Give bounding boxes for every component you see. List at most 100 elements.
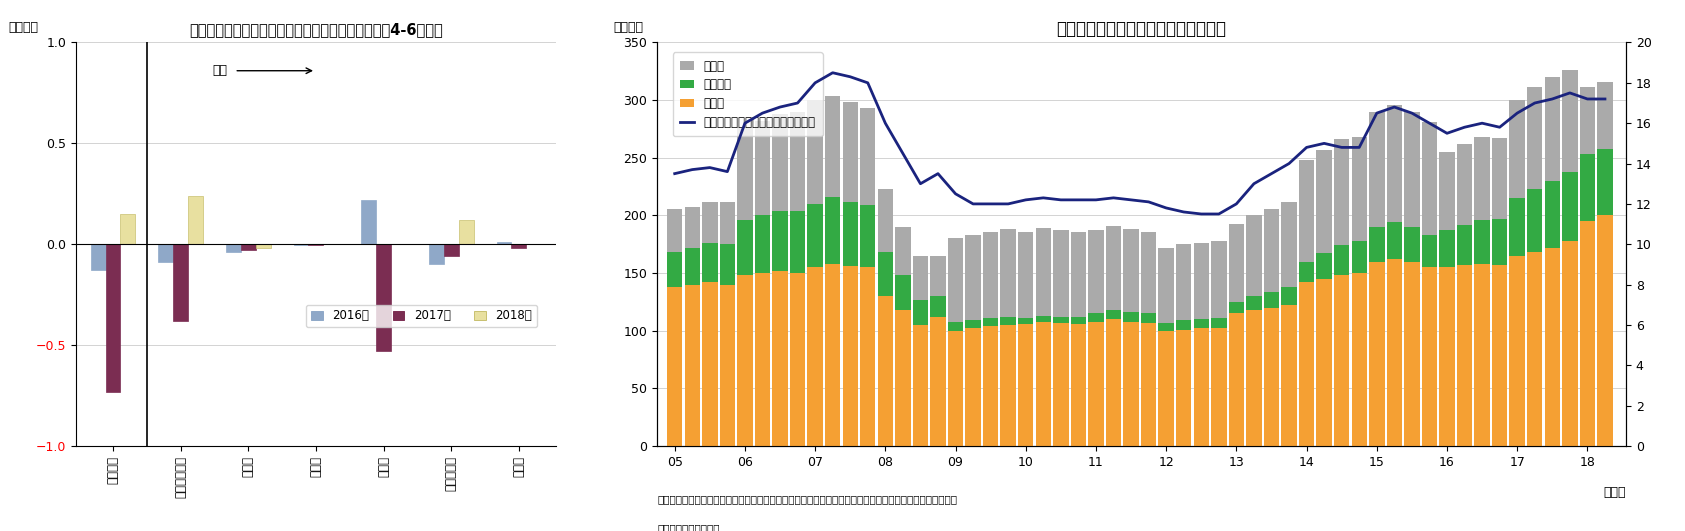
- Bar: [226, 244, 241, 252]
- Bar: [1404, 112, 1419, 227]
- Bar: [930, 317, 945, 446]
- Title: （図表８）株式・出資金・投信除く証券のフロー（4-6月期）: （図表８）株式・出資金・投信除く証券のフロー（4-6月期）: [189, 22, 443, 37]
- Bar: [1247, 310, 1262, 446]
- Bar: [667, 209, 682, 252]
- Bar: [1036, 228, 1051, 316]
- Bar: [1545, 181, 1560, 248]
- Bar: [842, 102, 858, 202]
- Bar: [158, 244, 174, 262]
- Bar: [1176, 320, 1191, 330]
- Bar: [361, 200, 376, 244]
- Bar: [1387, 259, 1402, 446]
- Bar: [256, 244, 271, 249]
- 個人金融資産に占める割合（右軸）: [1244, 181, 1264, 187]
- Bar: [458, 220, 473, 244]
- Bar: [189, 196, 202, 244]
- Bar: [1562, 70, 1577, 172]
- Bar: [1036, 321, 1051, 446]
- Bar: [1070, 324, 1087, 446]
- Bar: [667, 287, 682, 446]
- Bar: [1070, 232, 1087, 317]
- Bar: [1316, 150, 1331, 253]
- Bar: [1368, 112, 1385, 227]
- Bar: [684, 208, 699, 248]
- Bar: [1105, 310, 1121, 319]
- Bar: [1335, 276, 1350, 446]
- Bar: [1018, 318, 1033, 324]
- Bar: [790, 273, 805, 446]
- Bar: [1335, 245, 1350, 276]
- Bar: [1001, 317, 1016, 325]
- Bar: [1212, 318, 1227, 329]
- Bar: [1228, 224, 1244, 302]
- Bar: [1597, 82, 1613, 149]
- Bar: [1387, 105, 1402, 222]
- Bar: [1193, 329, 1208, 446]
- Bar: [1018, 324, 1033, 446]
- Bar: [1527, 88, 1542, 189]
- Bar: [1368, 262, 1385, 446]
- Bar: [1422, 267, 1437, 446]
- Bar: [1264, 307, 1279, 446]
- Bar: [1212, 329, 1227, 446]
- Bar: [719, 244, 735, 285]
- Bar: [842, 202, 858, 266]
- Bar: [1247, 216, 1262, 296]
- Bar: [1036, 316, 1051, 321]
- Bar: [684, 285, 699, 446]
- Bar: [1316, 253, 1331, 279]
- Bar: [1053, 323, 1068, 446]
- Bar: [1158, 331, 1174, 446]
- 個人金融資産に占める割合（右軸）: [1208, 211, 1228, 217]
- Bar: [807, 100, 822, 204]
- Bar: [1158, 323, 1174, 331]
- Bar: [913, 325, 928, 446]
- Bar: [1158, 248, 1174, 323]
- Bar: [826, 264, 841, 446]
- Bar: [807, 267, 822, 446]
- Bar: [91, 244, 106, 270]
- Bar: [703, 282, 718, 446]
- Bar: [913, 299, 928, 325]
- Bar: [1458, 144, 1473, 225]
- Bar: [1053, 230, 1068, 317]
- Bar: [293, 244, 308, 245]
- Bar: [1176, 330, 1191, 446]
- Bar: [947, 238, 964, 321]
- Bar: [755, 216, 770, 273]
- Bar: [1404, 262, 1419, 446]
- Text: （兆円）: （兆円）: [8, 21, 39, 35]
- Bar: [982, 326, 998, 446]
- 個人金融資産に占める割合（右軸）: [1033, 195, 1053, 201]
- Bar: [966, 329, 981, 446]
- Bar: [1264, 292, 1279, 307]
- Bar: [667, 252, 682, 287]
- Bar: [859, 267, 876, 446]
- Bar: [1458, 265, 1473, 446]
- Bar: [1404, 227, 1419, 262]
- Bar: [1141, 323, 1156, 446]
- Bar: [1579, 221, 1596, 446]
- Bar: [376, 244, 391, 351]
- Text: （兆円）: （兆円）: [613, 21, 644, 35]
- 個人金融資産に占める割合（右軸）: [1262, 170, 1282, 177]
- Bar: [790, 211, 805, 273]
- Bar: [790, 112, 805, 211]
- Legend: その他, 投資信託, 株式等, 個人金融資産に占める割合（右軸）: その他, 投資信託, 株式等, 個人金融資産に占める割合（右軸）: [672, 53, 822, 136]
- Bar: [1299, 160, 1314, 262]
- Bar: [497, 242, 512, 244]
- Bar: [1176, 244, 1191, 320]
- 個人金融資産に占める割合（右軸）: [1191, 211, 1212, 217]
- Bar: [1474, 264, 1490, 446]
- Bar: [430, 244, 443, 264]
- Bar: [736, 276, 753, 446]
- Bar: [1124, 321, 1139, 446]
- Bar: [1597, 216, 1613, 446]
- Bar: [1228, 302, 1244, 313]
- Bar: [1299, 282, 1314, 446]
- Bar: [1579, 155, 1596, 221]
- Bar: [1545, 248, 1560, 446]
- Bar: [1439, 152, 1454, 230]
- Bar: [895, 276, 910, 310]
- Bar: [859, 205, 876, 267]
